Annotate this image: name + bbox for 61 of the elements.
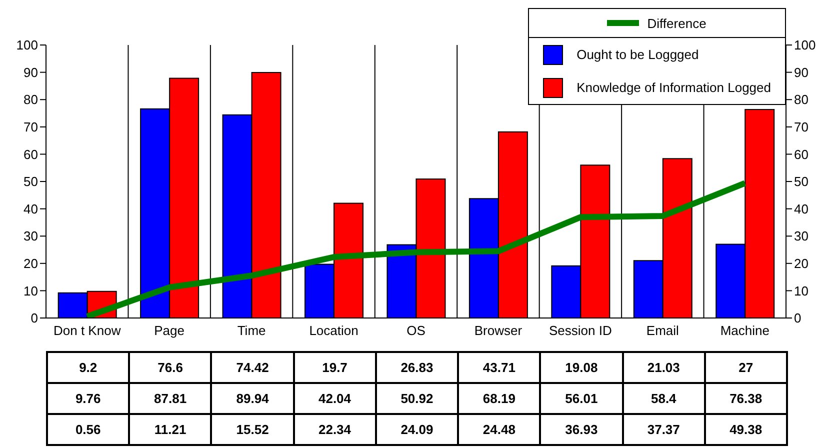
data-label: 21.03 xyxy=(624,353,706,384)
x-tick-label: Session ID xyxy=(549,323,612,338)
data-label: 19.08 xyxy=(541,353,624,384)
x-tick-label: Location xyxy=(309,323,358,338)
data-label: 43.71 xyxy=(459,353,542,384)
y2-tick-label: 0 xyxy=(794,310,802,326)
data-label: 36.93 xyxy=(541,415,624,446)
data-label: 9.76 xyxy=(48,384,130,415)
y2-tick-label: 100 xyxy=(794,38,816,53)
x-tick-label: Time xyxy=(237,323,266,338)
y-tick-label: 10 xyxy=(24,283,38,298)
y2-tick-label: 10 xyxy=(794,283,808,298)
data-label: 76.6 xyxy=(130,353,212,384)
y2-tick-label: 30 xyxy=(794,228,808,244)
data-label: 26.83 xyxy=(376,353,460,384)
data-label: 49.38 xyxy=(706,415,788,446)
y-tick-label: 0 xyxy=(30,310,38,326)
x-tick-label: Email xyxy=(646,323,680,338)
data-label: 15.52 xyxy=(212,415,295,446)
data-label: 74.42 xyxy=(212,353,295,384)
legend-label: Difference xyxy=(647,16,706,30)
y-tick-label: 50 xyxy=(24,174,38,190)
y2-tick-label: 80 xyxy=(794,92,808,108)
x-tick-label: Page xyxy=(154,323,185,338)
data-label: 37.37 xyxy=(624,415,706,446)
legend-label: Ought to be Loggged xyxy=(576,47,699,62)
data-label: 9.2 xyxy=(48,353,130,384)
data-label: 58.4 xyxy=(624,384,706,415)
y2-tick-label: 60 xyxy=(794,146,808,162)
data-label: 27 xyxy=(706,353,788,384)
y-tick-label: 80 xyxy=(24,92,38,108)
y-tick-label: 40 xyxy=(24,201,38,216)
y-tick-label: 60 xyxy=(24,146,38,162)
data-label: 0.56 xyxy=(48,415,130,446)
data-label: 56.01 xyxy=(541,384,624,415)
data-label: 87.81 xyxy=(130,384,212,415)
y-tick-label: 100 xyxy=(16,38,38,53)
y2-tick-label: 50 xyxy=(794,174,808,190)
data-label: 11.21 xyxy=(130,415,212,446)
y2-tick-label: 20 xyxy=(794,256,808,272)
data-label: 22.34 xyxy=(294,415,377,446)
data-label: 89.94 xyxy=(212,384,295,415)
y2-tick-label: 70 xyxy=(794,120,808,135)
x-tick-label: Don t Know xyxy=(54,323,122,338)
data-label: 24.09 xyxy=(376,415,460,446)
data-label: 50.92 xyxy=(376,384,460,415)
y2-tick-label: 40 xyxy=(794,201,808,216)
data-label: 19.7 xyxy=(294,353,377,384)
y-tick-label: 20 xyxy=(24,256,38,272)
x-tick-label: Browser xyxy=(474,323,523,338)
data-label: 24.48 xyxy=(459,415,542,446)
y2-tick-label: 90 xyxy=(794,64,808,80)
y-tick-label: 70 xyxy=(24,120,38,135)
y-tick-label: 30 xyxy=(24,228,38,244)
x-tick-label: Machine xyxy=(720,323,770,338)
y-tick-label: 90 xyxy=(24,64,38,80)
legend-label: Knowledge of Information Logged xyxy=(576,80,771,95)
data-label: 42.04 xyxy=(294,384,377,415)
x-tick-label: OS xyxy=(406,323,426,338)
data-label: 76.38 xyxy=(706,384,788,415)
data-label: 68.19 xyxy=(459,384,542,415)
